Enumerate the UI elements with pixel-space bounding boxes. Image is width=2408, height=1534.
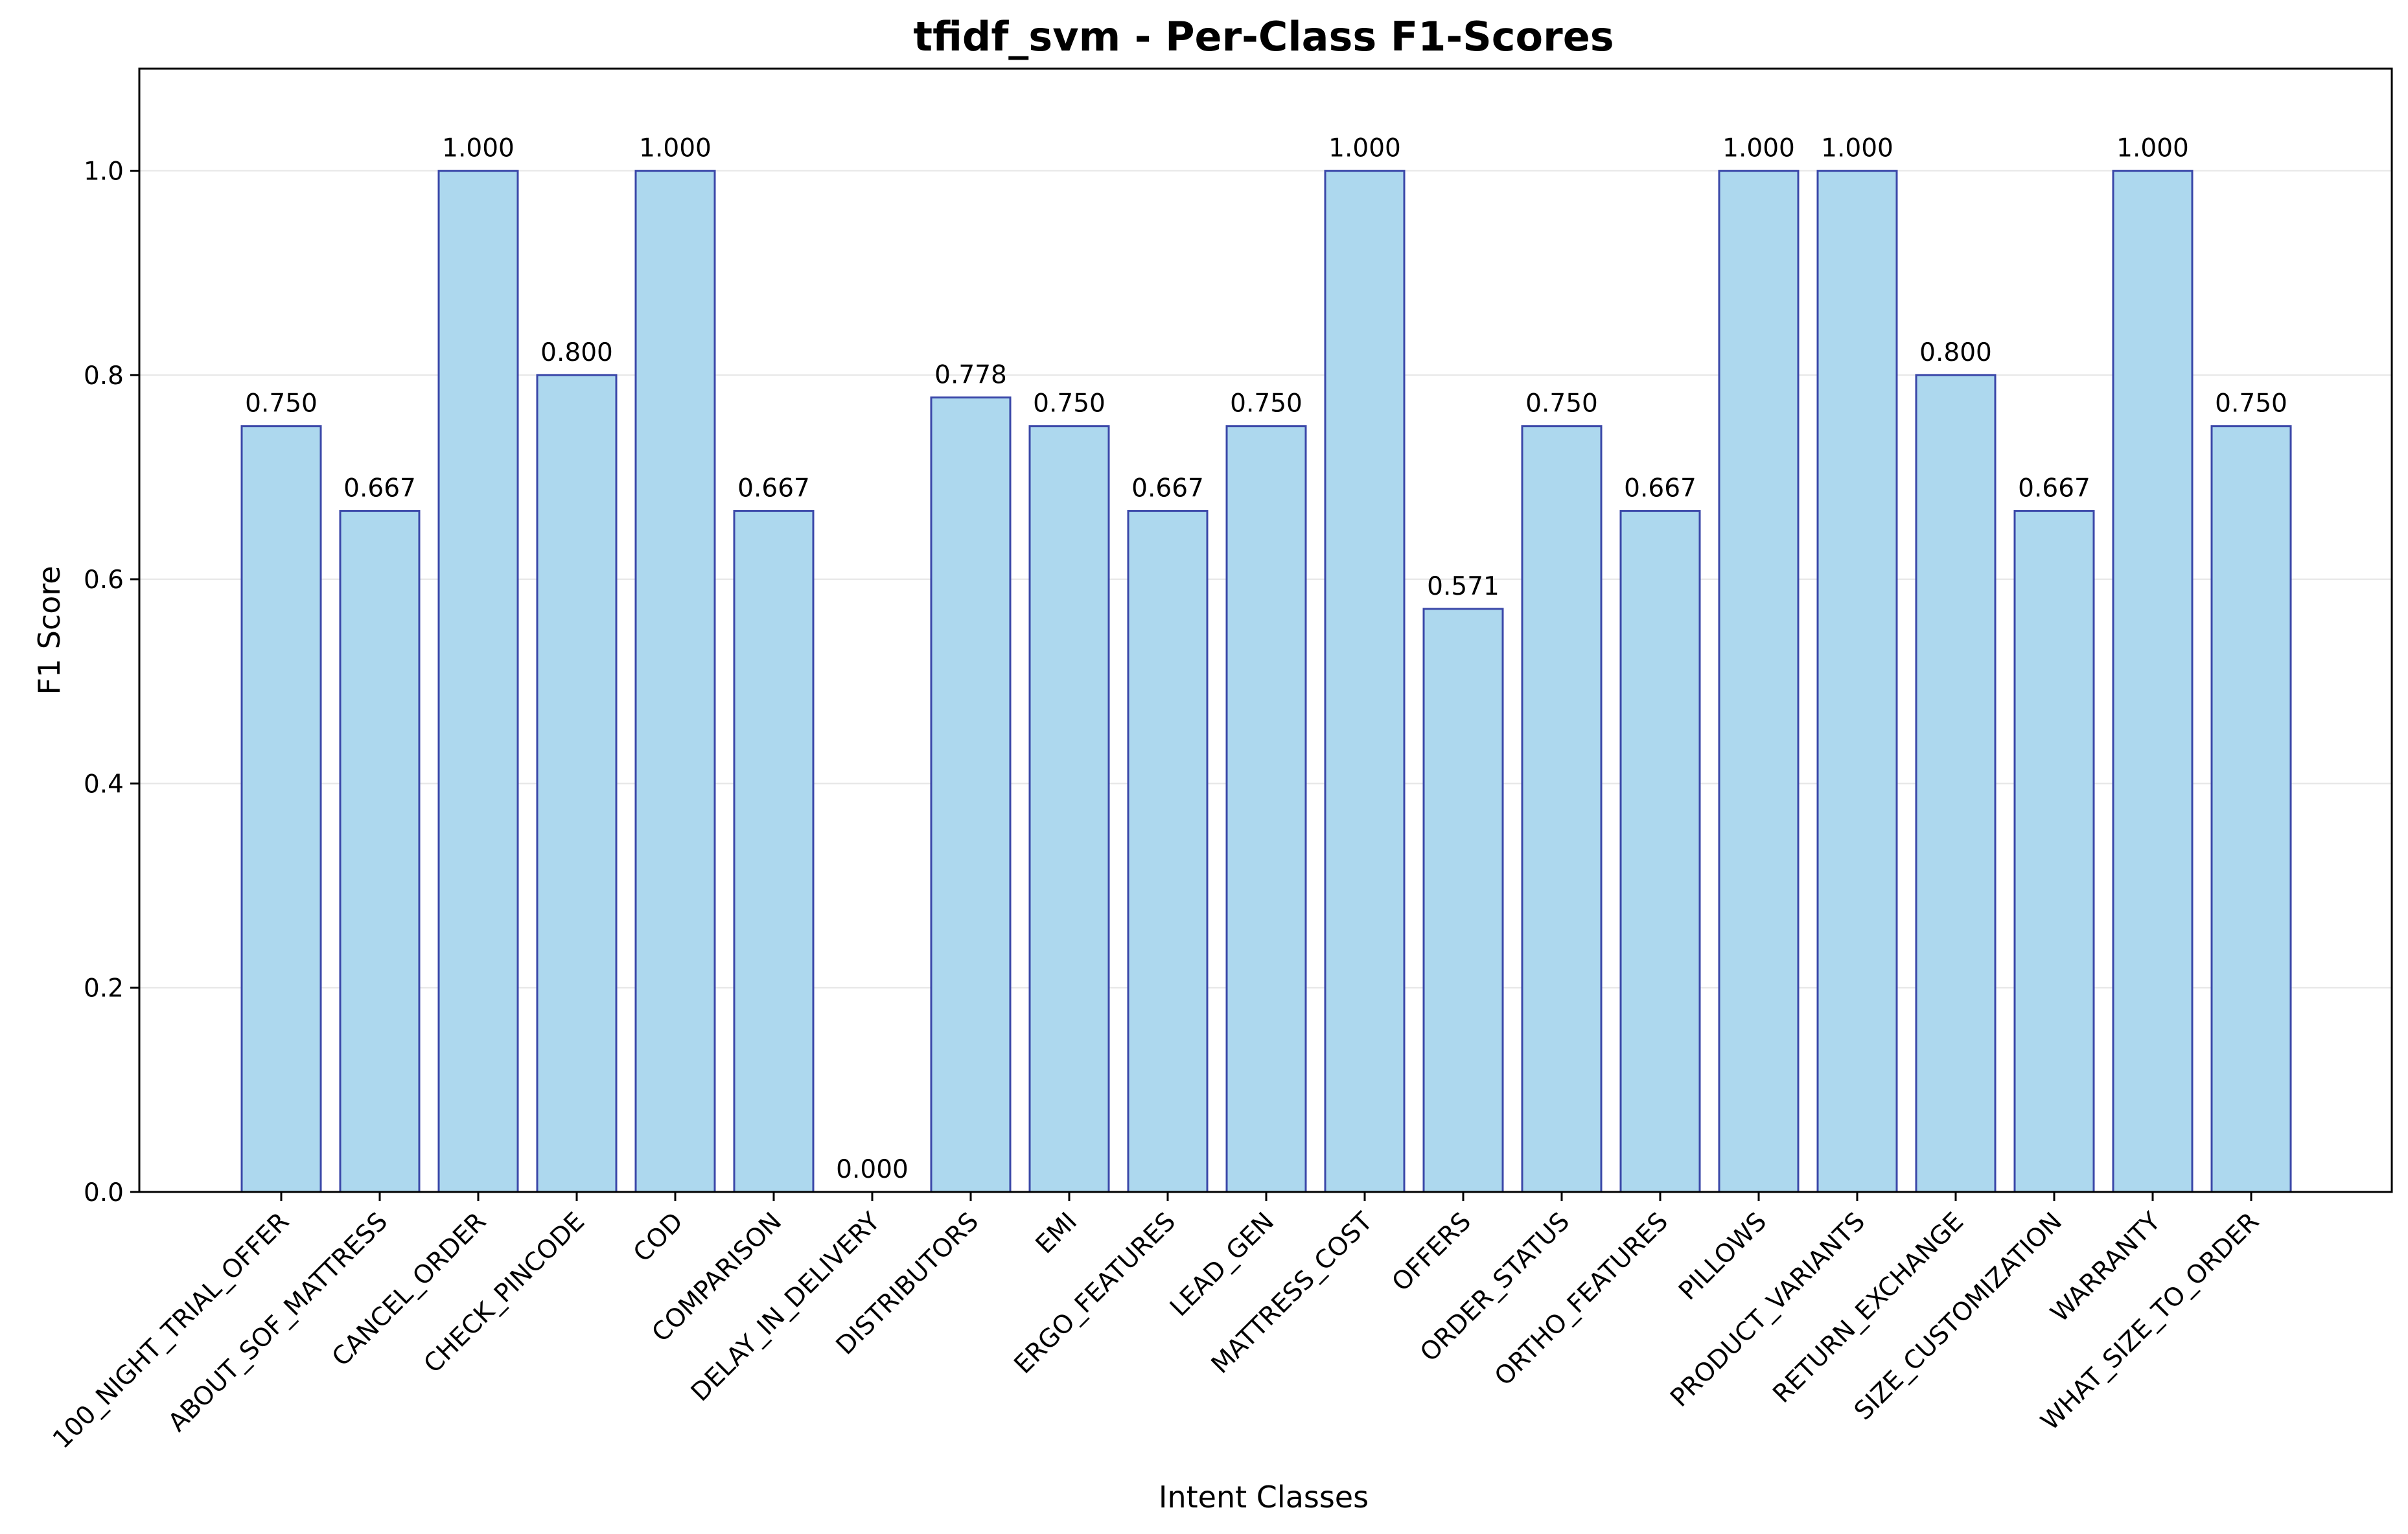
bar: [2013, 510, 2095, 1193]
bar-value-label: 0.667: [343, 474, 416, 503]
bar-value-label: 0.667: [1131, 474, 1204, 503]
bar-value-label: 0.667: [737, 474, 810, 503]
bar: [1915, 374, 1997, 1193]
bar: [1028, 425, 1110, 1193]
x-tick-label: PILLOWS: [1673, 1207, 1772, 1306]
bar-value-label: 0.667: [1624, 474, 1696, 503]
bar: [2210, 425, 2292, 1193]
x-tick-label: RETURN_EXCHANGE: [1767, 1207, 1969, 1409]
bar-value-label: 0.750: [2215, 389, 2287, 418]
bar: [240, 425, 322, 1193]
bar: [1619, 510, 1701, 1193]
bar: [1521, 425, 1603, 1193]
x-tick-label: ORTHO_FEATURES: [1489, 1207, 1674, 1391]
bar: [930, 396, 1012, 1193]
bar: [339, 510, 421, 1193]
x-tick-label: ERGO_FEATURES: [1009, 1207, 1181, 1379]
y-tick-label: 0.4: [84, 770, 124, 799]
bar-value-label: 0.000: [836, 1155, 909, 1184]
x-axis-ticks: 100_NIGHT_TRIAL_OFFERABOUT_SOF_MATTRESSC…: [47, 1192, 2265, 1454]
bar-value-label: 1.000: [2116, 134, 2189, 163]
x-tick-label: SIZE_CUSTOMIZATION: [1849, 1207, 2068, 1426]
bar: [634, 170, 716, 1193]
x-tick-label: COD: [628, 1207, 689, 1268]
bar: [1718, 170, 1800, 1193]
bar-value-label: 0.778: [934, 361, 1007, 390]
y-tick-label: 1.0: [84, 157, 124, 187]
x-tick-label: DELAY_IN_DELIVERY: [686, 1207, 886, 1407]
bar: [1816, 170, 1898, 1193]
bar-value-label: 1.000: [442, 134, 515, 163]
bar: [733, 510, 815, 1193]
bars: [240, 170, 2292, 1193]
x-tick-label: MATTRESS_COST: [1206, 1207, 1378, 1379]
bar-value-label: 0.800: [1919, 338, 1992, 367]
x-tick-label: PRODUCT_VARIANTS: [1665, 1207, 1871, 1413]
bar: [2112, 170, 2194, 1193]
y-tick-label: 0.2: [84, 974, 124, 1003]
bar-value-label: 0.750: [245, 389, 318, 418]
bar-value-label: 0.750: [1033, 389, 1106, 418]
bar-value-label: 1.000: [1328, 134, 1401, 163]
y-axis-label: F1 Score: [32, 566, 67, 694]
y-tick-label: 0.8: [84, 361, 124, 391]
bar: [1324, 170, 1406, 1193]
y-tick-label: 0.6: [84, 566, 124, 595]
y-tick-label: 0.0: [84, 1178, 124, 1208]
bar-value-label: 0.800: [540, 338, 613, 367]
bar-value-label: 0.667: [2018, 474, 2090, 503]
x-tick-label: EMI: [1030, 1207, 1083, 1259]
bar: [1422, 608, 1504, 1193]
x-axis-label: Intent Classes: [1159, 1480, 1369, 1515]
x-tick-label: CHECK_PINCODE: [419, 1207, 590, 1379]
bar: [437, 170, 519, 1193]
bar-value-label: 0.750: [1230, 389, 1302, 418]
bar-value-label: 1.000: [639, 134, 712, 163]
bar: [1225, 425, 1307, 1193]
bar: [536, 374, 618, 1193]
y-axis-ticks: 0.0 0.2 0.4 0.6 0.8 1.0: [84, 157, 139, 1208]
x-tick-label: OFFERS: [1387, 1207, 1477, 1297]
bar-value-label: 1.000: [1722, 134, 1795, 163]
bar: [1127, 510, 1209, 1193]
bar-value-label: 0.571: [1427, 572, 1499, 601]
chart-title: tfidf_svm - Per-Class F1-Scores: [913, 13, 1614, 60]
bar-value-label: 1.000: [1821, 134, 1893, 163]
bar-value-label: 0.750: [1525, 389, 1598, 418]
bar-value-labels: 0.750 0.667 1.000 0.800 1.000 0.667 0.000 0.778…: [245, 134, 2287, 1184]
